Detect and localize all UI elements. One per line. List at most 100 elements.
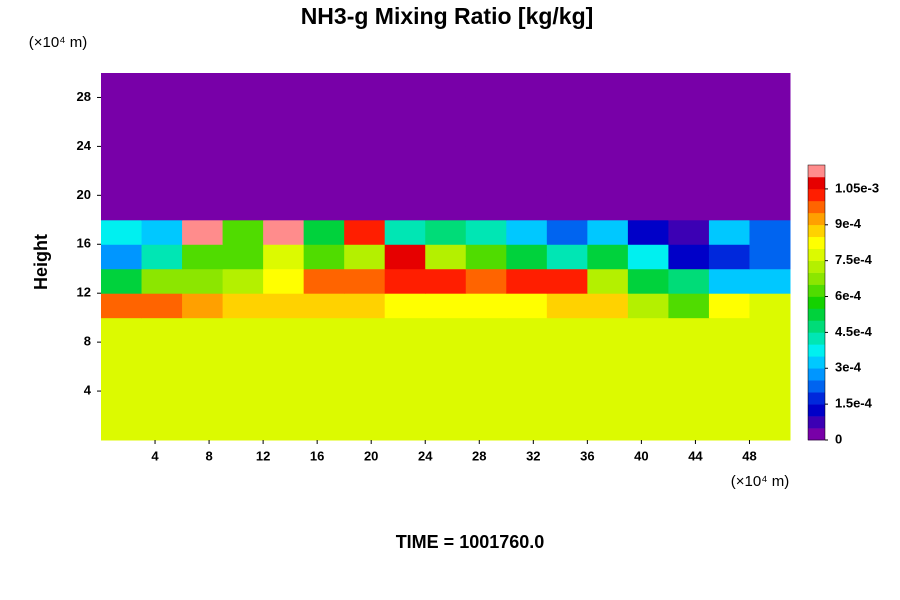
x-tick-label: 16	[310, 448, 324, 463]
heat-cell	[303, 342, 345, 368]
heat-cell	[749, 97, 791, 123]
heat-cell	[749, 366, 791, 392]
heat-cell	[506, 219, 548, 245]
heat-cell	[344, 121, 386, 147]
heat-cell	[425, 170, 467, 196]
heat-cell	[708, 268, 750, 294]
heat-cell	[668, 317, 710, 343]
heat-cell	[425, 415, 467, 441]
heat-cell	[425, 317, 467, 343]
heat-cell	[182, 195, 224, 221]
heat-cell	[627, 268, 669, 294]
heat-cell	[101, 391, 143, 417]
heat-cell	[222, 366, 264, 392]
heat-cell	[425, 244, 467, 270]
heat-cell	[384, 146, 426, 172]
colorbar-band	[808, 368, 825, 381]
heat-cell	[344, 219, 386, 245]
colorbar-band	[808, 356, 825, 369]
heat-cell	[303, 146, 345, 172]
heat-cell	[303, 366, 345, 392]
heat-cell	[101, 293, 143, 319]
y-tick-label: 8	[84, 334, 91, 349]
heat-cell	[263, 146, 305, 172]
heat-cell	[425, 268, 467, 294]
colorbar-band	[808, 165, 825, 178]
heat-cell	[627, 293, 669, 319]
x-tick-label: 4	[151, 448, 159, 463]
heat-cell	[465, 293, 507, 319]
heat-cell	[344, 366, 386, 392]
heat-cell	[344, 391, 386, 417]
colorbar-band	[808, 392, 825, 405]
heat-cell	[344, 146, 386, 172]
heat-cell	[465, 170, 507, 196]
y-tick-label: 16	[77, 236, 91, 251]
y-unit-label: (×10⁴ m)	[29, 34, 88, 51]
heat-cell	[627, 244, 669, 270]
heat-cell	[546, 170, 588, 196]
footer-time: TIME = 1001760.0	[396, 532, 545, 552]
heat-cell	[465, 268, 507, 294]
heat-cell	[506, 391, 548, 417]
heat-cell	[506, 170, 548, 196]
heat-cell	[708, 73, 750, 98]
heat-cell	[546, 195, 588, 221]
heat-cell	[546, 268, 588, 294]
heat-cell	[668, 244, 710, 270]
heat-cell	[303, 268, 345, 294]
heat-cell	[668, 342, 710, 368]
heat-cell	[708, 342, 750, 368]
x-tick-label: 24	[418, 448, 433, 463]
heat-cell	[668, 170, 710, 196]
heat-cell	[425, 366, 467, 392]
heat-cell	[384, 73, 426, 98]
heat-cell	[627, 366, 669, 392]
heat-cell	[506, 121, 548, 147]
heat-cell	[182, 342, 224, 368]
heat-cell	[708, 219, 750, 245]
heat-cell	[182, 415, 224, 441]
heat-cell	[587, 170, 629, 196]
heat-cell	[384, 121, 426, 147]
heat-cell	[546, 342, 588, 368]
chart-title: NH3-g Mixing Ratio [kg/kg]	[301, 3, 594, 29]
heat-cell	[506, 293, 548, 319]
heat-cell	[222, 268, 264, 294]
heat-cell	[222, 415, 264, 441]
heat-cell	[101, 219, 143, 245]
heat-cell	[344, 293, 386, 319]
heat-cell	[384, 293, 426, 319]
heat-cell	[627, 121, 669, 147]
x-unit-label: (×10⁴ m)	[731, 473, 790, 490]
heat-cell	[627, 342, 669, 368]
heat-cell	[587, 219, 629, 245]
heat-cell	[587, 391, 629, 417]
y-tick-label: 4	[84, 383, 92, 398]
heat-cell	[182, 366, 224, 392]
colorbar-tick-label: 1.05e-3	[835, 180, 879, 195]
heat-cell	[384, 317, 426, 343]
heat-cell	[303, 415, 345, 441]
heat-cell	[506, 415, 548, 441]
heat-cell	[506, 97, 548, 123]
heat-cell	[587, 317, 629, 343]
colorbar-tick-label: 3e-4	[835, 360, 862, 375]
heat-cell	[668, 415, 710, 441]
heat-cell	[465, 121, 507, 147]
heat-cell	[182, 317, 224, 343]
heat-cell	[668, 391, 710, 417]
heat-cell	[749, 268, 791, 294]
heat-cell	[141, 121, 183, 147]
colorbar-band	[808, 404, 825, 417]
heat-cell	[587, 121, 629, 147]
heat-cell	[668, 293, 710, 319]
y-tick-label: 20	[77, 187, 91, 202]
heat-cell	[587, 293, 629, 319]
heat-cell	[303, 219, 345, 245]
heat-cell	[263, 121, 305, 147]
heat-cell	[344, 244, 386, 270]
heat-cell	[141, 342, 183, 368]
heat-cell	[384, 415, 426, 441]
colorbar-band	[808, 212, 825, 226]
